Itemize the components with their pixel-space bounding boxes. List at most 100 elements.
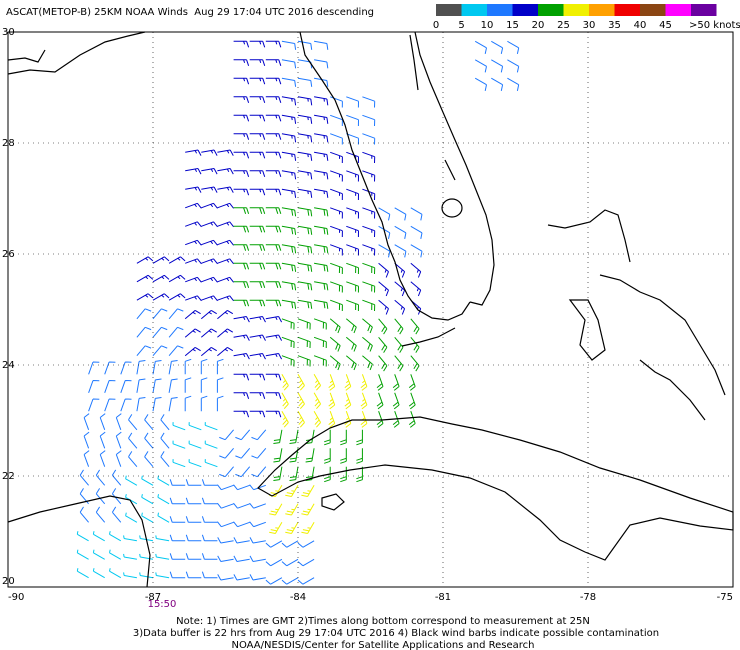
wind-barb	[157, 512, 170, 523]
wind-barb	[216, 395, 224, 412]
wind-barb	[233, 373, 250, 381]
wind-barb	[297, 262, 313, 272]
wind-barb	[136, 308, 152, 320]
wind-barb	[185, 221, 202, 228]
wind-barb	[249, 484, 266, 491]
legend-swatch	[512, 4, 538, 16]
wind-barb	[265, 540, 283, 548]
wind-barb	[249, 244, 266, 251]
y-tick-label: 20	[2, 576, 15, 587]
wind-barb	[200, 309, 217, 320]
wind-barb	[408, 392, 416, 410]
wind-barb	[356, 466, 363, 483]
wind-barb	[172, 459, 186, 468]
wind-barb	[152, 274, 170, 283]
wind-barb	[281, 244, 297, 254]
bahamas-3	[599, 274, 726, 396]
wind-barb	[301, 522, 315, 534]
wind-barb	[249, 207, 266, 214]
wind-barb	[217, 186, 234, 193]
wind-barb	[394, 225, 407, 239]
wind-barb	[491, 40, 504, 55]
x-tick-label: -75	[717, 592, 733, 603]
wind-barb	[297, 392, 305, 410]
wind-barb	[281, 540, 299, 548]
map-frame	[7, 31, 734, 588]
florida-west-coast	[299, 31, 471, 321]
wind-barb	[125, 475, 138, 486]
wind-barb	[249, 373, 266, 381]
legend-label: 0	[433, 20, 439, 31]
wind-barb	[120, 361, 132, 375]
wind-barb	[330, 170, 343, 182]
wind-barb	[120, 398, 132, 412]
wind-barb	[330, 114, 343, 127]
wind-barb	[297, 151, 313, 161]
wind-barb	[330, 207, 343, 219]
wind-barb	[249, 40, 266, 48]
wind-barb	[200, 346, 217, 357]
y-tick-label: 22	[2, 471, 15, 482]
wind-barb	[376, 411, 384, 428]
wind-barb	[160, 432, 170, 449]
wind-barb	[185, 295, 202, 302]
wind-barb	[265, 244, 282, 251]
wind-barb	[305, 448, 315, 463]
wind-barb	[330, 188, 343, 201]
wind-barb	[168, 308, 184, 320]
wind-barb	[185, 534, 202, 542]
wind-barb	[273, 448, 283, 463]
florida-east-coast	[414, 31, 495, 306]
wind-barb	[233, 96, 250, 103]
wind-barb	[330, 262, 343, 275]
wind-barb	[265, 299, 282, 307]
wind-barb	[92, 568, 105, 579]
wind-barb	[362, 244, 376, 256]
wind-barb	[265, 133, 282, 140]
wind-barb	[329, 355, 341, 371]
wind-barb	[88, 380, 100, 393]
wind-barb	[340, 429, 347, 446]
wind-barb	[217, 502, 234, 509]
wind-barb	[313, 336, 327, 349]
wind-barb	[233, 114, 250, 122]
wind-barb	[251, 466, 267, 478]
wind-barb	[160, 451, 170, 468]
wind-barb	[281, 355, 295, 367]
wind-barb	[265, 96, 282, 103]
wind-barb	[324, 429, 331, 446]
wind-barb	[344, 374, 352, 391]
wind-barb	[345, 355, 357, 371]
wind-barb	[281, 281, 297, 291]
wind-barb	[474, 40, 487, 55]
wind-barb	[251, 429, 267, 441]
wind-barb	[169, 516, 186, 523]
wind-barb	[88, 361, 100, 375]
wind-barb	[83, 431, 90, 449]
wind-barb	[95, 506, 106, 523]
wind-barb	[204, 422, 218, 431]
yucatan	[7, 495, 151, 588]
wind-barb	[92, 549, 105, 560]
wind-barb	[152, 293, 170, 301]
legend-label: 5	[458, 20, 464, 31]
wind-barb	[394, 281, 406, 297]
wind-barb	[233, 262, 250, 270]
wind-barb	[125, 512, 138, 523]
wind-barb	[329, 318, 341, 334]
wind-barb	[172, 422, 186, 431]
wind-barb	[314, 281, 329, 291]
wind-barb	[314, 299, 329, 309]
wind-barb	[281, 188, 297, 198]
isle-of-youth	[321, 493, 345, 511]
wind-barb	[157, 494, 170, 505]
wind-barb	[185, 168, 202, 175]
wind-barb	[168, 378, 178, 393]
wind-barb	[394, 299, 406, 315]
wind-barb	[217, 346, 234, 357]
wind-barb	[297, 336, 311, 349]
wind-barb	[273, 466, 283, 481]
wind-barb	[95, 488, 106, 505]
wind-barb	[281, 151, 297, 161]
wind-barb	[297, 114, 313, 124]
